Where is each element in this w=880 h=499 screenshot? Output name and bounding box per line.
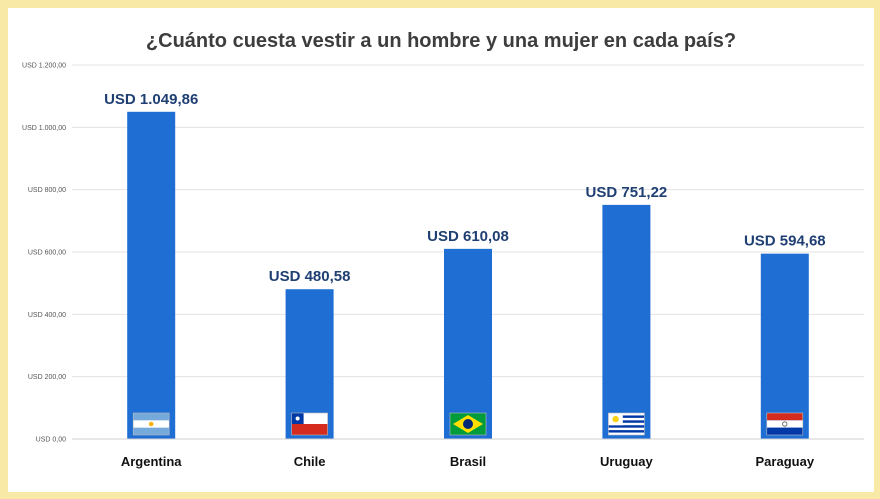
x-tick-label: Argentina (121, 454, 182, 469)
x-tick-label: Uruguay (600, 454, 654, 469)
x-tick-label: Paraguay (756, 454, 815, 469)
y-tick-label: USD 600,00 (28, 250, 66, 257)
bar-chart: USD 0,00 USD 200,00 USD 400,00 USD 600,00 US… (22, 63, 864, 469)
y-tick-label: USD 400,00 (28, 312, 66, 319)
chart-frame: ¿Cuánto cuesta vestir a un hombre y una … (8, 8, 874, 492)
bar-argentina (127, 111, 176, 439)
data-label: USD 751,22 (586, 184, 668, 201)
data-label: USD 480,58 (269, 268, 351, 285)
x-tick-label: Chile (294, 454, 326, 469)
y-tick-label: USD 800,00 (28, 187, 66, 194)
chart-title: ¿Cuánto cuesta vestir a un hombre y una … (145, 30, 737, 52)
y-tick-label: USD 1.200,00 (22, 63, 66, 70)
chile-flag-icon (291, 412, 328, 436)
data-label: USD 610,08 (427, 228, 509, 245)
y-tick-label: USD 1.000,00 (22, 125, 66, 132)
bar-uruguay (602, 204, 651, 439)
paraguay-flag-icon (766, 412, 804, 436)
y-tick-label: USD 200,00 (28, 374, 66, 381)
data-label: USD 594,68 (744, 233, 826, 250)
y-tick-label: USD 0,00 (36, 437, 66, 444)
brazil-flag-icon (449, 412, 487, 436)
data-label: USD 1.049,86 (104, 91, 198, 108)
bar-brasil (444, 248, 492, 439)
x-tick-label: Brasil (450, 454, 486, 469)
uruguay-flag-icon (608, 412, 645, 436)
argentina-flag-icon (132, 412, 170, 436)
bar-paraguay (760, 253, 809, 439)
